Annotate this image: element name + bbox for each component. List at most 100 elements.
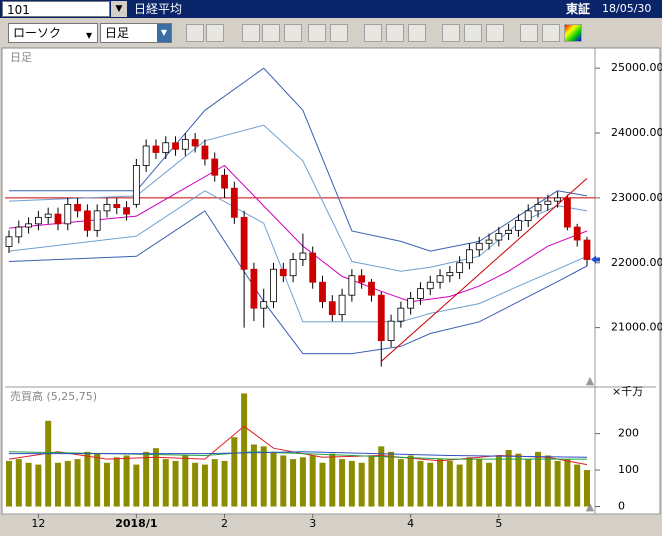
volume-bar — [6, 460, 12, 507]
volume-bar — [221, 460, 228, 507]
icon[interactable] — [520, 24, 538, 42]
candle-body — [485, 239, 493, 244]
indicator-line — [8, 190, 588, 323]
icon[interactable] — [486, 24, 504, 42]
scroll-mark: ▲ — [586, 500, 595, 513]
volume-bar — [15, 459, 22, 507]
dropdown-arrow: ▼ — [86, 31, 93, 40]
market: 東証 — [566, 2, 591, 16]
candle-body — [83, 210, 91, 231]
code-dropdown[interactable]: ▼ — [111, 1, 127, 17]
candle-body — [348, 275, 356, 296]
candle-body — [524, 210, 532, 221]
icon[interactable] — [464, 24, 482, 42]
candle-body — [505, 229, 513, 234]
volume-bar — [427, 462, 434, 507]
volume-bar — [35, 464, 42, 507]
candle-body — [377, 294, 385, 341]
candle-body — [279, 268, 287, 277]
candle-body — [554, 197, 562, 202]
dropdown-button[interactable]: ▼ — [157, 24, 171, 42]
volume-bar — [329, 453, 336, 507]
icon[interactable] — [242, 24, 260, 42]
x-tick-label: 5 — [495, 517, 502, 530]
volume-bar — [54, 462, 61, 507]
icon[interactable] — [442, 24, 460, 42]
icon[interactable] — [364, 24, 382, 42]
candle-body — [426, 281, 434, 290]
indicator-line — [8, 164, 588, 303]
volume-bar — [378, 446, 385, 507]
chart-frame — [1, 47, 661, 515]
candle-body — [387, 320, 395, 341]
icon[interactable] — [186, 24, 204, 42]
volume-bar — [407, 455, 414, 507]
period-select[interactable]: 日足 — [100, 23, 172, 43]
volume-bar — [574, 464, 581, 507]
volume-bar — [535, 451, 542, 507]
candle-body — [564, 197, 571, 228]
icon[interactable] — [330, 24, 348, 42]
volume-bar — [84, 451, 91, 507]
volume-bar — [162, 459, 169, 507]
price-marker — [591, 255, 600, 264]
candle-body — [172, 142, 179, 150]
volume-bar — [476, 459, 483, 507]
volume-bar — [397, 459, 404, 507]
y-tick-label: 100 — [618, 463, 639, 476]
candle-body — [93, 210, 101, 231]
icon[interactable] — [308, 24, 326, 42]
y-tick-label: 25000.00 — [611, 61, 662, 74]
icon[interactable] — [564, 24, 582, 42]
volume-bar — [201, 464, 208, 507]
volume-bar — [241, 393, 248, 507]
icon[interactable] — [262, 24, 280, 42]
volume-bar — [339, 459, 346, 507]
trend-line — [380, 178, 588, 362]
candle-body — [446, 272, 454, 277]
candle-body — [142, 145, 150, 166]
volume-bar — [515, 453, 522, 507]
candle-body — [417, 288, 424, 299]
volume-bar — [309, 455, 316, 507]
candle-body — [475, 242, 483, 251]
volume-bar — [250, 444, 257, 507]
volume-bar — [45, 420, 52, 507]
volume-bar — [554, 460, 561, 507]
candle-body — [74, 203, 81, 212]
volume-bar — [231, 437, 238, 507]
candle-body — [309, 252, 317, 283]
code-input[interactable]: 101 — [2, 1, 110, 17]
icon[interactable] — [284, 24, 302, 42]
indicator-line — [8, 210, 588, 355]
icon[interactable] — [386, 24, 404, 42]
candle-body — [436, 275, 444, 283]
volume-bar — [456, 464, 463, 507]
candle-body — [299, 252, 307, 260]
candle-body — [64, 203, 72, 225]
volume-bar — [544, 455, 551, 507]
icon[interactable] — [206, 24, 224, 42]
title-bar — [0, 0, 662, 18]
candle-body — [397, 307, 405, 322]
candle-body — [221, 174, 228, 189]
chart-type-select[interactable]: ローソク — [8, 23, 98, 43]
candle-body — [201, 145, 209, 160]
candle-body — [456, 262, 464, 273]
candle-body — [270, 268, 277, 303]
candle-body — [132, 165, 140, 205]
icon[interactable] — [542, 24, 560, 42]
volume-bar — [290, 459, 297, 507]
scroll-mark: ▲ — [586, 374, 595, 387]
candle-body — [25, 223, 32, 228]
volume-bar — [74, 459, 81, 507]
icon[interactable] — [408, 24, 426, 42]
x-tick-label: 2 — [221, 517, 228, 530]
volume-bar — [437, 459, 444, 507]
x-tick-label: 12 — [31, 517, 45, 530]
volume-bar — [348, 460, 355, 507]
candle-body — [338, 294, 346, 316]
candle-body — [181, 139, 189, 150]
